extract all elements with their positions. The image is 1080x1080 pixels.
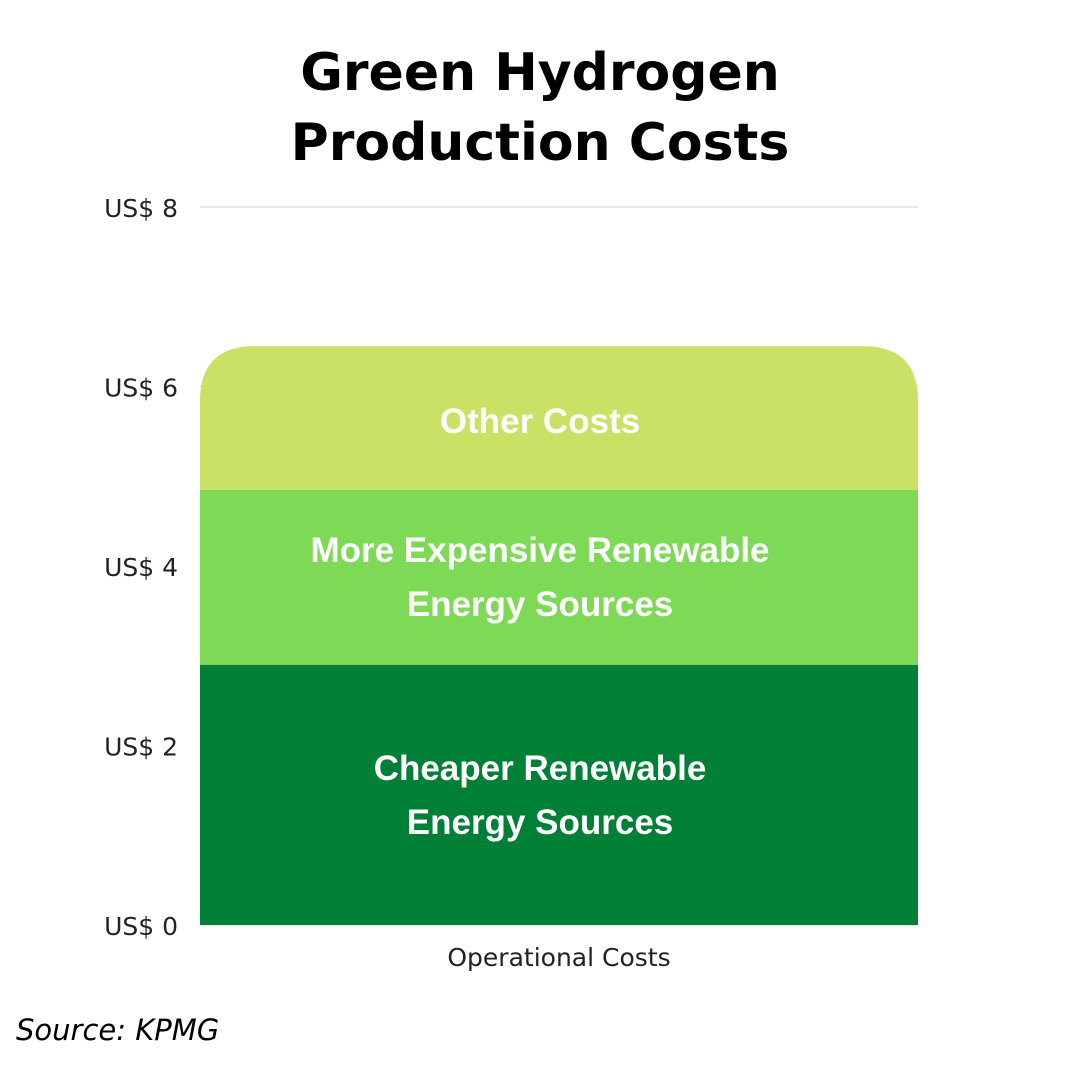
bar-segment-1 xyxy=(200,664,918,925)
source-note: Source: KPMG xyxy=(16,1013,220,1047)
y-tick-label: US$ 6 xyxy=(104,374,178,403)
chart-title-line-1: Green Hydrogen xyxy=(300,43,780,103)
segment-label: Energy Sources xyxy=(407,803,674,842)
x-category-label: Operational Costs xyxy=(447,943,670,972)
segment-label: Energy Sources xyxy=(407,585,674,624)
chart-title-line-2: Production Costs xyxy=(290,113,790,173)
segment-label: Other Costs xyxy=(440,402,640,441)
bar-segment-2 xyxy=(200,489,918,665)
y-axis-ticks: US$ 0 US$ 2 US$ 4 US$ 6 US$ 8 xyxy=(104,194,178,941)
y-tick-label: US$ 4 xyxy=(104,553,178,582)
x-axis-categories: Operational Costs xyxy=(447,943,670,972)
segment-label: Cheaper Renewable xyxy=(374,749,707,788)
y-tick-label: US$ 2 xyxy=(104,733,178,762)
chart-title: Green Hydrogen Production Costs xyxy=(0,38,1080,178)
segment-label: More Expensive Renewable xyxy=(310,531,769,570)
y-tick-label: US$ 8 xyxy=(104,194,178,223)
bar-stack xyxy=(200,346,918,925)
bar-segment-3 xyxy=(200,346,918,490)
y-tick-label: US$ 0 xyxy=(104,912,178,941)
segment-labels: Cheaper Renewable Energy Sources More Expe… xyxy=(310,402,769,842)
